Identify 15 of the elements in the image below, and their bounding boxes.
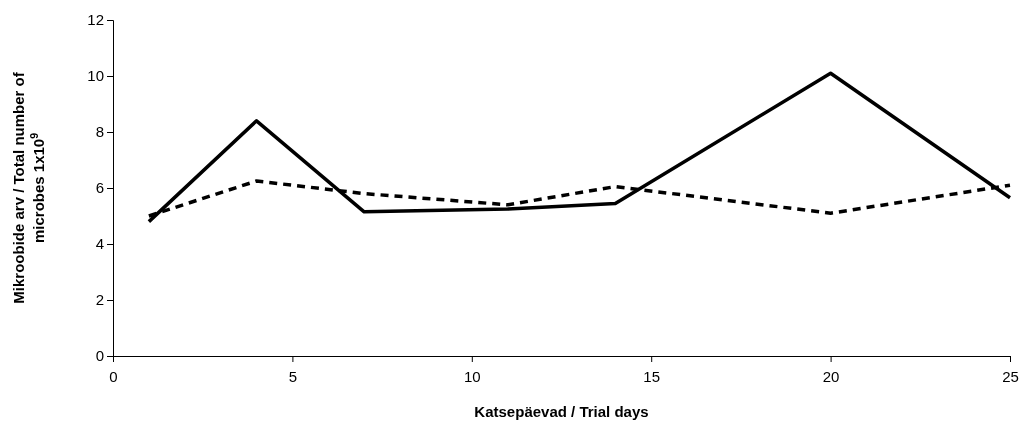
y-tick-label: 10 — [87, 67, 104, 85]
y-tick-label: 2 — [95, 291, 104, 309]
x-tick-label: 0 — [109, 367, 118, 385]
y-tick-label: 0 — [95, 347, 104, 365]
y-tick-label: 12 — [87, 11, 104, 29]
y-tick-label: 4 — [95, 235, 104, 253]
x-tick-label: 10 — [463, 367, 481, 385]
x-tick-label: 25 — [1002, 367, 1019, 385]
y-tick-label: 8 — [95, 123, 104, 141]
x-axis-title: Katsepäevad / Trial days — [474, 403, 649, 420]
y-tick-label: 6 — [95, 179, 104, 197]
x-tick-label: 15 — [643, 367, 661, 385]
x-tick-label: 5 — [288, 367, 298, 385]
line-series — [147, 71, 1012, 224]
x-tick-label: 20 — [822, 367, 840, 385]
